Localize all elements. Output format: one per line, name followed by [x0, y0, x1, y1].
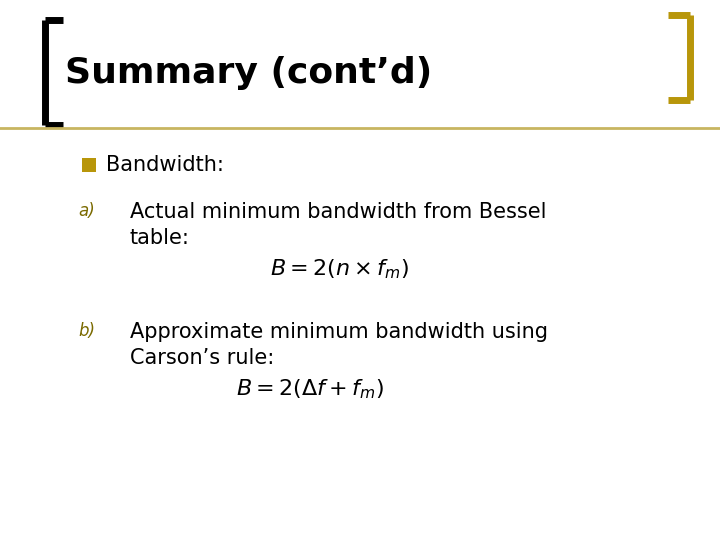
Text: a): a) — [78, 202, 95, 220]
Text: table:: table: — [130, 228, 190, 248]
Text: $B = 2(\Delta f + f_m)$: $B = 2(\Delta f + f_m)$ — [236, 377, 384, 401]
Text: b): b) — [78, 322, 95, 340]
Text: Approximate minimum bandwidth using: Approximate minimum bandwidth using — [130, 322, 548, 342]
Text: Summary (cont’d): Summary (cont’d) — [65, 56, 432, 90]
Text: $B = 2(n \times f_m)$: $B = 2(n \times f_m)$ — [271, 257, 410, 281]
Text: Actual minimum bandwidth from Bessel: Actual minimum bandwidth from Bessel — [130, 202, 546, 222]
Text: Carson’s rule:: Carson’s rule: — [130, 348, 274, 368]
Text: Bandwidth:: Bandwidth: — [106, 155, 224, 175]
FancyBboxPatch shape — [82, 158, 96, 172]
